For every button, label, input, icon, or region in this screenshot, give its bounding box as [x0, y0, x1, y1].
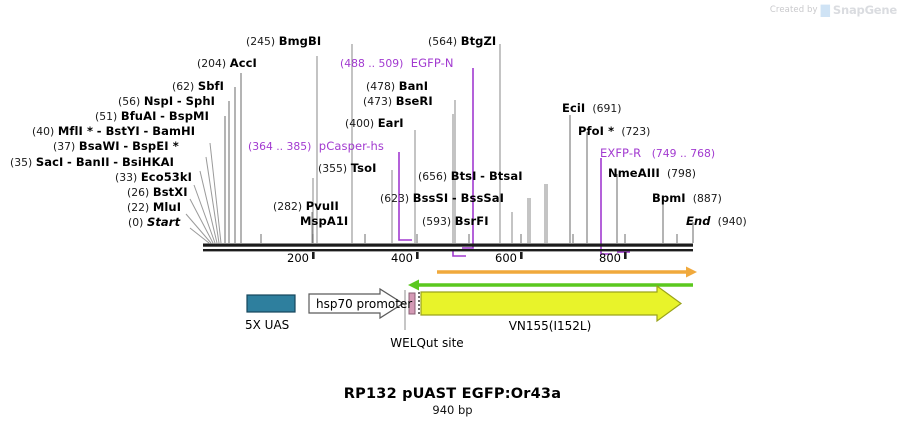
snapgene-watermark: Created by ▇ SnapGene: [770, 3, 897, 17]
primer-label-egfp-n[interactable]: (488 .. 509) EGFP-N: [340, 56, 454, 70]
snapgene-logo-icon: ▇: [820, 3, 830, 17]
primer-arrow-orange: [437, 266, 697, 278]
bracket-egfp-n: [462, 68, 474, 249]
enzyme-label-mlui[interactable]: (22) MluI: [127, 200, 182, 214]
enzyme-label-btgzi[interactable]: (564) BtgZI: [428, 34, 497, 48]
leader-lines-left: [185, 142, 222, 244]
feature-vn155-cds[interactable]: [420, 284, 683, 323]
bracket-exfp-r: [600, 158, 612, 255]
feature-label-welqut-site: WELQut site: [390, 336, 464, 350]
feature-label-hsp70-promoter: hsp70 promoter: [316, 297, 413, 311]
enzyme-label-tsoi[interactable]: (355) TsoI: [318, 161, 377, 175]
enzyme-label-btsi-btsai[interactable]: (656) BtsI - BtsaI: [418, 169, 523, 183]
backbone-line-bottom: [203, 249, 693, 252]
enzyme-label-pfoi[interactable]: PfoI * (723): [578, 124, 651, 138]
enzyme-label-bpmi[interactable]: BpmI (887): [652, 191, 722, 205]
enzyme-label-bmgbi[interactable]: (245) BmgBI: [246, 34, 322, 48]
feature-5x-uas[interactable]: [246, 294, 296, 313]
backbone-line-top: [203, 243, 693, 247]
enzyme-label-start[interactable]: (0) Start: [128, 215, 181, 229]
enzyme-label-bsrfi[interactable]: (593) BsrFI: [422, 214, 489, 228]
enzyme-label-pvuii[interactable]: (282) PvuII: [273, 199, 339, 213]
enzyme-label-ecii[interactable]: EciI (691): [562, 101, 622, 115]
page-title: RP132 pUAST EGFP:Or43a: [343, 386, 562, 402]
leader-lines-mid: [311, 44, 548, 243]
enzyme-label-end[interactable]: End (940): [686, 214, 747, 228]
watermark-prefix: Created by: [769, 5, 818, 15]
enzyme-label-mspa1i[interactable]: MspA1I: [300, 214, 349, 228]
enzyme-label-bstxi[interactable]: (26) BstXI: [127, 185, 188, 199]
ruler-tick-400: 400: [391, 251, 413, 265]
leader-lines-right: [569, 115, 694, 243]
primer-label-exfp-r[interactable]: EXFP-R (749 .. 768): [600, 146, 716, 160]
enzyme-label-bsawi-bspei[interactable]: (37) BsaWI - BspEI *: [53, 139, 179, 153]
bracket-pcasper-hs: [398, 152, 412, 241]
primer-arrow-green: [408, 279, 693, 291]
feature-label-vn155: VN155(I152L): [508, 319, 592, 333]
enzyme-label-bani[interactable]: (478) BanI: [366, 79, 429, 93]
enzyme-label-eco53ki[interactable]: (33) Eco53kI: [115, 170, 193, 184]
enzyme-label-bfuai-bspmi[interactable]: (51) BfuAI - BspMI: [95, 109, 209, 123]
ruler-tick-200: 200: [287, 251, 309, 265]
sequence-ruler: [203, 234, 693, 259]
ruler-tick-800: 800: [599, 251, 621, 265]
enzyme-label-bsssi-bsssai[interactable]: (623) BssSI - BssSaI: [380, 191, 505, 205]
leader-lines-left-vertical: [224, 73, 242, 243]
watermark-brand: SnapGene: [832, 3, 897, 17]
enzyme-label-bseri[interactable]: (473) BseRI: [363, 94, 433, 108]
enzyme-label-acci[interactable]: (204) AccI: [197, 56, 257, 70]
enzyme-label-nmeaiii[interactable]: NmeAIII (798): [608, 166, 696, 180]
ruler-tick-stubs: [312, 252, 627, 259]
feature-welqut-site[interactable]: [408, 292, 416, 315]
primer-label-pcasper-hs[interactable]: (364 .. 385) pCasper-hs: [248, 139, 384, 153]
feature-label-5x-uas: 5X UAS: [245, 318, 290, 332]
ruler-tick-600: 600: [495, 251, 517, 265]
sequence-length-label: 940 bp: [432, 403, 473, 417]
enzyme-label-eari[interactable]: (400) EarI: [345, 116, 404, 130]
primer-brackets: [398, 68, 630, 257]
feature-hsp70-promoter[interactable]: [308, 287, 405, 320]
enzyme-label-nspi-sphi[interactable]: (56) NspI - SphI: [118, 94, 216, 108]
enzyme-label-sbfi[interactable]: (62) SbfI: [172, 79, 225, 93]
enzyme-label-saci-banii-bsihkai[interactable]: (35) SacI - BanII - BsiHKAI: [10, 155, 174, 169]
enzyme-label-mfli-bstyi-bamhi[interactable]: (40) MflI * - BstYI - BamHI: [32, 124, 196, 138]
